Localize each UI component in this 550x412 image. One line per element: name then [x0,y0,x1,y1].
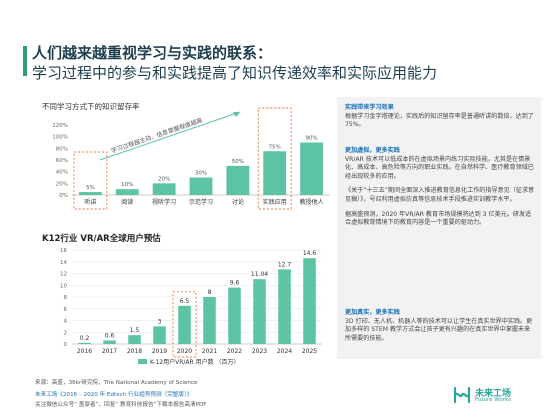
section-virtual-body-1: VR/AR 技术可以低成本的在虚拟场景内练习实际技能，尤其是在情景化、高成本、高… [345,155,534,180]
chart2-bar [153,326,166,344]
page-title: 人们越来越重视学习与实践的联系： [32,44,273,62]
chart2-y-tick-label: 4 [64,319,68,325]
chart1-y-tick-label: 0% [59,193,68,199]
chart2-legend-label: K-12用户VR/AR 用户数 （百万） [150,358,240,366]
chart2-bar [128,335,141,344]
chart2-category-label: 2022 [227,348,242,355]
future-works-logo: 未来工场 Future Works [452,385,536,407]
chart2-value-label: 14.6 [303,250,317,257]
chart1-value-label: 20% [158,176,170,182]
chart2-category-label: 2021 [202,348,217,355]
section-real-body: 3D 打印、无人机、机器人等的技术可以让学生在真实世界中实践。更加多样的 STE… [345,317,533,342]
footer-note: 关注微信公众号“ 盖豪者”，回复“ 教育科技报告”下载本报告高清PDF [35,402,207,408]
chart1-y-tick-label: 80% [56,146,68,152]
footer-report[interactable]: 未来工场《2016 – 2020 年 Edtech 行业趋势预测（完整版）》 [35,392,193,398]
chart2-bar [78,342,91,344]
chart2-category-label: 2020 [177,348,192,355]
chart2-bar [253,279,266,344]
chart1-value-label: 30% [195,171,207,177]
chart1-y-tick-label: 20% [56,181,68,187]
chart2-value-label: 0.6 [105,332,115,339]
chart2-value-label: 1.5 [130,327,140,334]
section-virtual-body-3: 据高盛预测，2020 年VR/AR 教育市场规模将达到 3 亿美元。研发适合虚拟… [345,210,532,227]
chart1-category-label: 阅读 [121,198,133,206]
chart1-category-label: 实践应用 [263,198,287,206]
chart1-value-label: 5% [86,185,95,191]
logo-name: 未来工场 [475,389,512,399]
chart2-y-tick-label: 12 [60,272,67,278]
chart1-bar [115,189,139,195]
chart1-category-label: 听讲 [84,198,96,206]
section-virtual-body-2: 《关于“十三五”期间全面深入推进教育信息化工作的指导意见（征求意见稿）》，号召利… [345,187,535,203]
title-accent-bar [23,46,27,76]
chart2-bar [303,258,316,344]
chart2-value-label: 8 [208,289,212,296]
chart1-bar [300,142,323,195]
chart1-bar [263,151,287,195]
chart2-category-label: 2025 [302,348,317,355]
chart2-category-label: 2018 [127,348,142,355]
chart1-trend-arrowhead [233,112,240,117]
chart1-title: 不同学习方式下的知识留存率 [42,102,140,111]
chart1-y-tick-label: 100% [52,135,68,141]
chart1-bar [226,165,250,195]
retention-rate-chart: 0% 20% 40% 60% 80% 100% 120% 5% 听讲 10% 阅读 20% 视听学习 30… [52,107,330,210]
vr-ar-users-chart: 0 2 4 6 8 10 12 14 16 0.2 2016 0.6 2017 1.5 2018 3 2019 6… [60,248,322,366]
section-real: 更加真实，更多实践 3D 打印、无人机、机器人等的技术可以让学生在真实世界中实践… [345,309,535,343]
chart2-bar [228,287,241,344]
chart1-bar [152,183,176,195]
chart1-highlight-box [73,151,108,210]
chart2-value-label: 12.7 [278,261,292,268]
chart2-y-tick-label: 6 [64,307,68,313]
section-real-title: 更加真实，更多实践 [345,309,400,316]
chart2-y-tick-label: 0 [64,342,68,348]
chart1-category-label: 示范学习 [189,198,213,206]
chart1-trend-arrow [99,111,241,161]
chart1-y-tick-label: 60% [56,158,68,164]
chart2-category-label: 2024 [277,348,292,355]
chart2-y-tick-label: 8 [64,295,68,301]
chart2-value-label: 11.04 [251,271,268,278]
chart2-title: K12行业 VR/AR全球用户预估 [42,234,161,244]
chart2-value-label: 0.2 [80,335,90,342]
chart2-y-tick-label: 14 [60,260,67,266]
chart2-category-label: 2019 [152,348,167,355]
chart1-value-label: 90% [305,136,317,142]
chart2-y-tick-label: 2 [64,330,68,336]
chart2-value-label: 3 [158,318,162,325]
chart2-y-tick-label: 10 [60,283,67,289]
section-practice: 实践带来学习效果 根据学习金字塔理论，实践后的知识留存率是普通听讲的数倍，达到了… [345,104,535,130]
chart2-category-label: 2016 [77,348,92,355]
chart1-category-label: 教授他人 [300,198,324,206]
chart2-category-label: 2023 [252,348,267,355]
chart1-category-label: 讨论 [232,198,244,206]
chart1-highlight-box [257,107,292,210]
chart2-category-label: 2017 [102,348,117,355]
right-panel [337,97,541,359]
chart2-value-label: 9.6 [230,280,240,287]
chart1-bar [189,177,213,195]
section-practice-title: 实践带来学习效果 [345,104,394,111]
chart1-value-label: 10% [121,182,133,188]
chart2-value-label: 6.5 [180,298,190,305]
chart2-bar [278,269,291,344]
chart1-bar [79,192,102,195]
section-virtual-title: 更加虚拟，更多实践 [345,147,400,154]
chart2-y-tick-label: 16 [60,248,67,254]
chart2-legend-swatch [138,359,147,364]
section-virtual: 更加虚拟，更多实践 VR/AR 技术可以低成本的在虚拟场景内练习实际技能，尤其是… [345,147,535,228]
chart1-category-label: 视听学习 [152,198,176,206]
chart1-value-label: 50% [232,159,244,165]
chart1-y-tick-label: 120% [52,123,68,129]
chart2-bar [178,305,191,344]
section-practice-body: 根据学习金字塔理论，实践后的知识留存率是普通听讲的数倍，达到了75%。 [345,112,534,129]
chart1-value-label: 75% [269,144,281,150]
page-subtitle: 学习过程中的参与和实践提高了知识传递效率和实际应用能力 [32,64,438,82]
future-works-logo-icon [453,386,471,404]
chart1-y-tick-label: 40% [56,170,68,176]
footer-source: 来源：高盛，36kr研究院，The National Academy of Sc… [35,380,198,386]
chart2-bar [203,297,216,344]
logo-subtitle: Future Works [475,397,512,403]
chart2-bar [103,340,116,344]
